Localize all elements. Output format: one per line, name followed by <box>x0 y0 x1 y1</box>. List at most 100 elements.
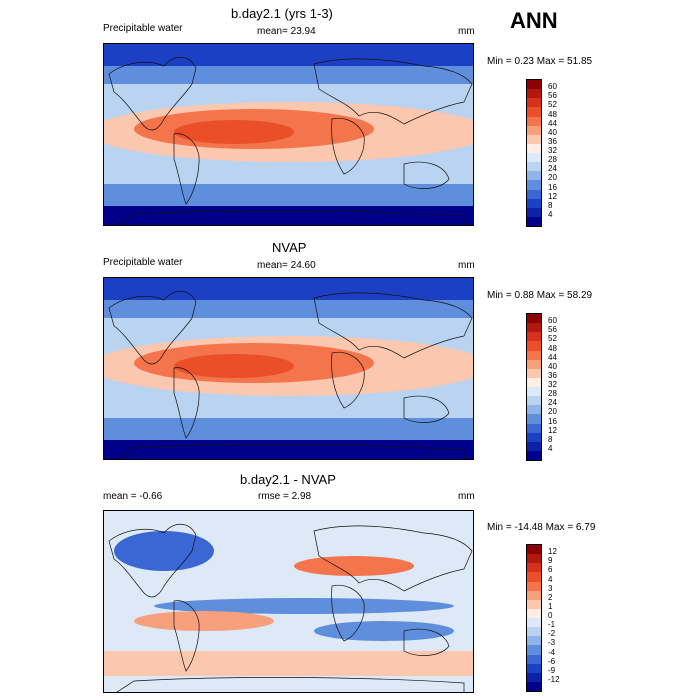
colorbar-tick-label: 48 <box>548 109 557 119</box>
panel-1-variable-label: Precipitable water <box>103 23 183 34</box>
panel-2-units: mm <box>458 260 475 271</box>
colorbar-swatch <box>527 672 541 682</box>
colorbar-swatch <box>527 359 541 369</box>
colorbar-swatch <box>527 645 541 655</box>
colorbar-swatch <box>527 608 541 618</box>
panel-1-units: mm <box>458 26 475 37</box>
panel-3-colorbar <box>526 544 542 692</box>
colorbar-tick-label: 44 <box>548 352 557 362</box>
colorbar-tick-label: -4 <box>548 647 556 657</box>
colorbar-swatch <box>527 98 541 108</box>
colorbar-swatch <box>527 116 541 126</box>
colorbar-swatch <box>527 441 541 451</box>
colorbar-tick-label: 16 <box>548 416 557 426</box>
colorbar-tick-label: 36 <box>548 136 557 146</box>
colorbar-tick-label: 8 <box>548 434 553 444</box>
colorbar-swatch <box>527 414 541 424</box>
colorbar-tick-label: 9 <box>548 556 553 566</box>
colorbar-swatch <box>527 314 541 324</box>
panel-2-variable-label: Precipitable water <box>103 257 183 268</box>
colorbar-tick-label: 1 <box>548 601 553 611</box>
map-field <box>104 511 473 692</box>
panel-2-minmax: Min = 0.88 Max = 58.29 <box>487 290 593 301</box>
colorbar-tick-label: -3 <box>548 638 556 648</box>
colorbar-swatch <box>527 377 541 387</box>
colorbar-tick-label: 20 <box>548 173 557 183</box>
panel-2-title: NVAP <box>272 240 307 255</box>
colorbar-swatch <box>527 198 541 208</box>
colorbar-tick-label: 56 <box>548 325 557 335</box>
colorbar-swatch <box>527 350 541 360</box>
colorbar-tick-label: -1 <box>548 620 556 630</box>
colorbar-swatch <box>527 581 541 591</box>
colorbar-tick-label: 36 <box>548 370 557 380</box>
colorbar-swatch <box>527 107 541 117</box>
panel-1-minmax: Min = 0.23 Max = 51.85 <box>487 56 593 67</box>
colorbar-swatch <box>527 207 541 217</box>
panel-2-colorbar <box>526 313 542 461</box>
colorbar-swatch <box>527 134 541 144</box>
colorbar-swatch <box>527 618 541 628</box>
colorbar-tick-label: 40 <box>548 361 557 371</box>
map-field <box>104 44 473 225</box>
colorbar-tick-label: 44 <box>548 118 557 128</box>
colorbar-tick-label: 28 <box>548 389 557 399</box>
colorbar-swatch <box>527 89 541 99</box>
colorbar-swatch <box>527 80 541 90</box>
colorbar-tick-label: 12 <box>548 425 557 435</box>
colorbar-tick-label: 4 <box>548 443 553 453</box>
colorbar-swatch <box>527 162 541 172</box>
colorbar-tick-label: 56 <box>548 91 557 101</box>
colorbar-swatch <box>527 545 541 555</box>
colorbar-swatch <box>527 681 541 691</box>
colorbar-tick-label: 2 <box>548 592 553 602</box>
panel-3-minmax: Min = -14.48 Max = 6.79 <box>487 522 596 533</box>
colorbar-swatch <box>527 572 541 582</box>
colorbar-swatch <box>527 171 541 181</box>
colorbar-swatch <box>527 563 541 573</box>
colorbar-tick-label: 16 <box>548 182 557 192</box>
colorbar-tick-label: 12 <box>548 191 557 201</box>
colorbar-tick-label: 28 <box>548 155 557 165</box>
panel-3-map <box>103 510 474 693</box>
colorbar-tick-label: 6 <box>548 565 553 575</box>
colorbar-tick-label: -2 <box>548 629 556 639</box>
colorbar-tick-label: 12 <box>548 547 557 557</box>
colorbar-tick-label: 52 <box>548 334 557 344</box>
colorbar-swatch <box>527 554 541 564</box>
colorbar-swatch <box>527 341 541 351</box>
colorbar-swatch <box>527 180 541 190</box>
colorbar-swatch <box>527 368 541 378</box>
colorbar-swatch <box>527 153 541 163</box>
colorbar-swatch <box>527 432 541 442</box>
colorbar-swatch <box>527 590 541 600</box>
colorbar-tick-label: 24 <box>548 164 557 174</box>
panel-2-map <box>103 277 474 460</box>
panel-1-title: b.day2.1 (yrs 1-3) <box>231 6 333 21</box>
colorbar-tick-label: 4 <box>548 209 553 219</box>
colorbar-swatch <box>527 387 541 397</box>
colorbar-tick-label: 40 <box>548 127 557 137</box>
colorbar-swatch <box>527 216 541 226</box>
colorbar-swatch <box>527 332 541 342</box>
colorbar-tick-label: 0 <box>548 611 553 620</box>
colorbar-tick-label: 48 <box>548 343 557 353</box>
colorbar-swatch <box>527 450 541 460</box>
colorbar-tick-label: 32 <box>548 380 557 389</box>
colorbar-swatch <box>527 599 541 609</box>
colorbar-swatch <box>527 396 541 406</box>
panel-3-title: b.day2.1 - NVAP <box>240 472 336 487</box>
season-label: ANN <box>510 8 558 33</box>
colorbar-swatch <box>527 654 541 664</box>
colorbar-swatch <box>527 125 541 135</box>
colorbar-swatch <box>527 627 541 637</box>
panel-3-mean: mean = -0.66 <box>103 491 163 502</box>
colorbar-tick-label: -12 <box>548 674 560 684</box>
panel-3-units: mm <box>458 491 475 502</box>
panel-1-colorbar <box>526 79 542 227</box>
colorbar-swatch <box>527 189 541 199</box>
colorbar-tick-label: 52 <box>548 100 557 110</box>
panel-1-map <box>103 43 474 226</box>
colorbar-tick-label: 24 <box>548 398 557 408</box>
colorbar-tick-label: 4 <box>548 574 553 584</box>
